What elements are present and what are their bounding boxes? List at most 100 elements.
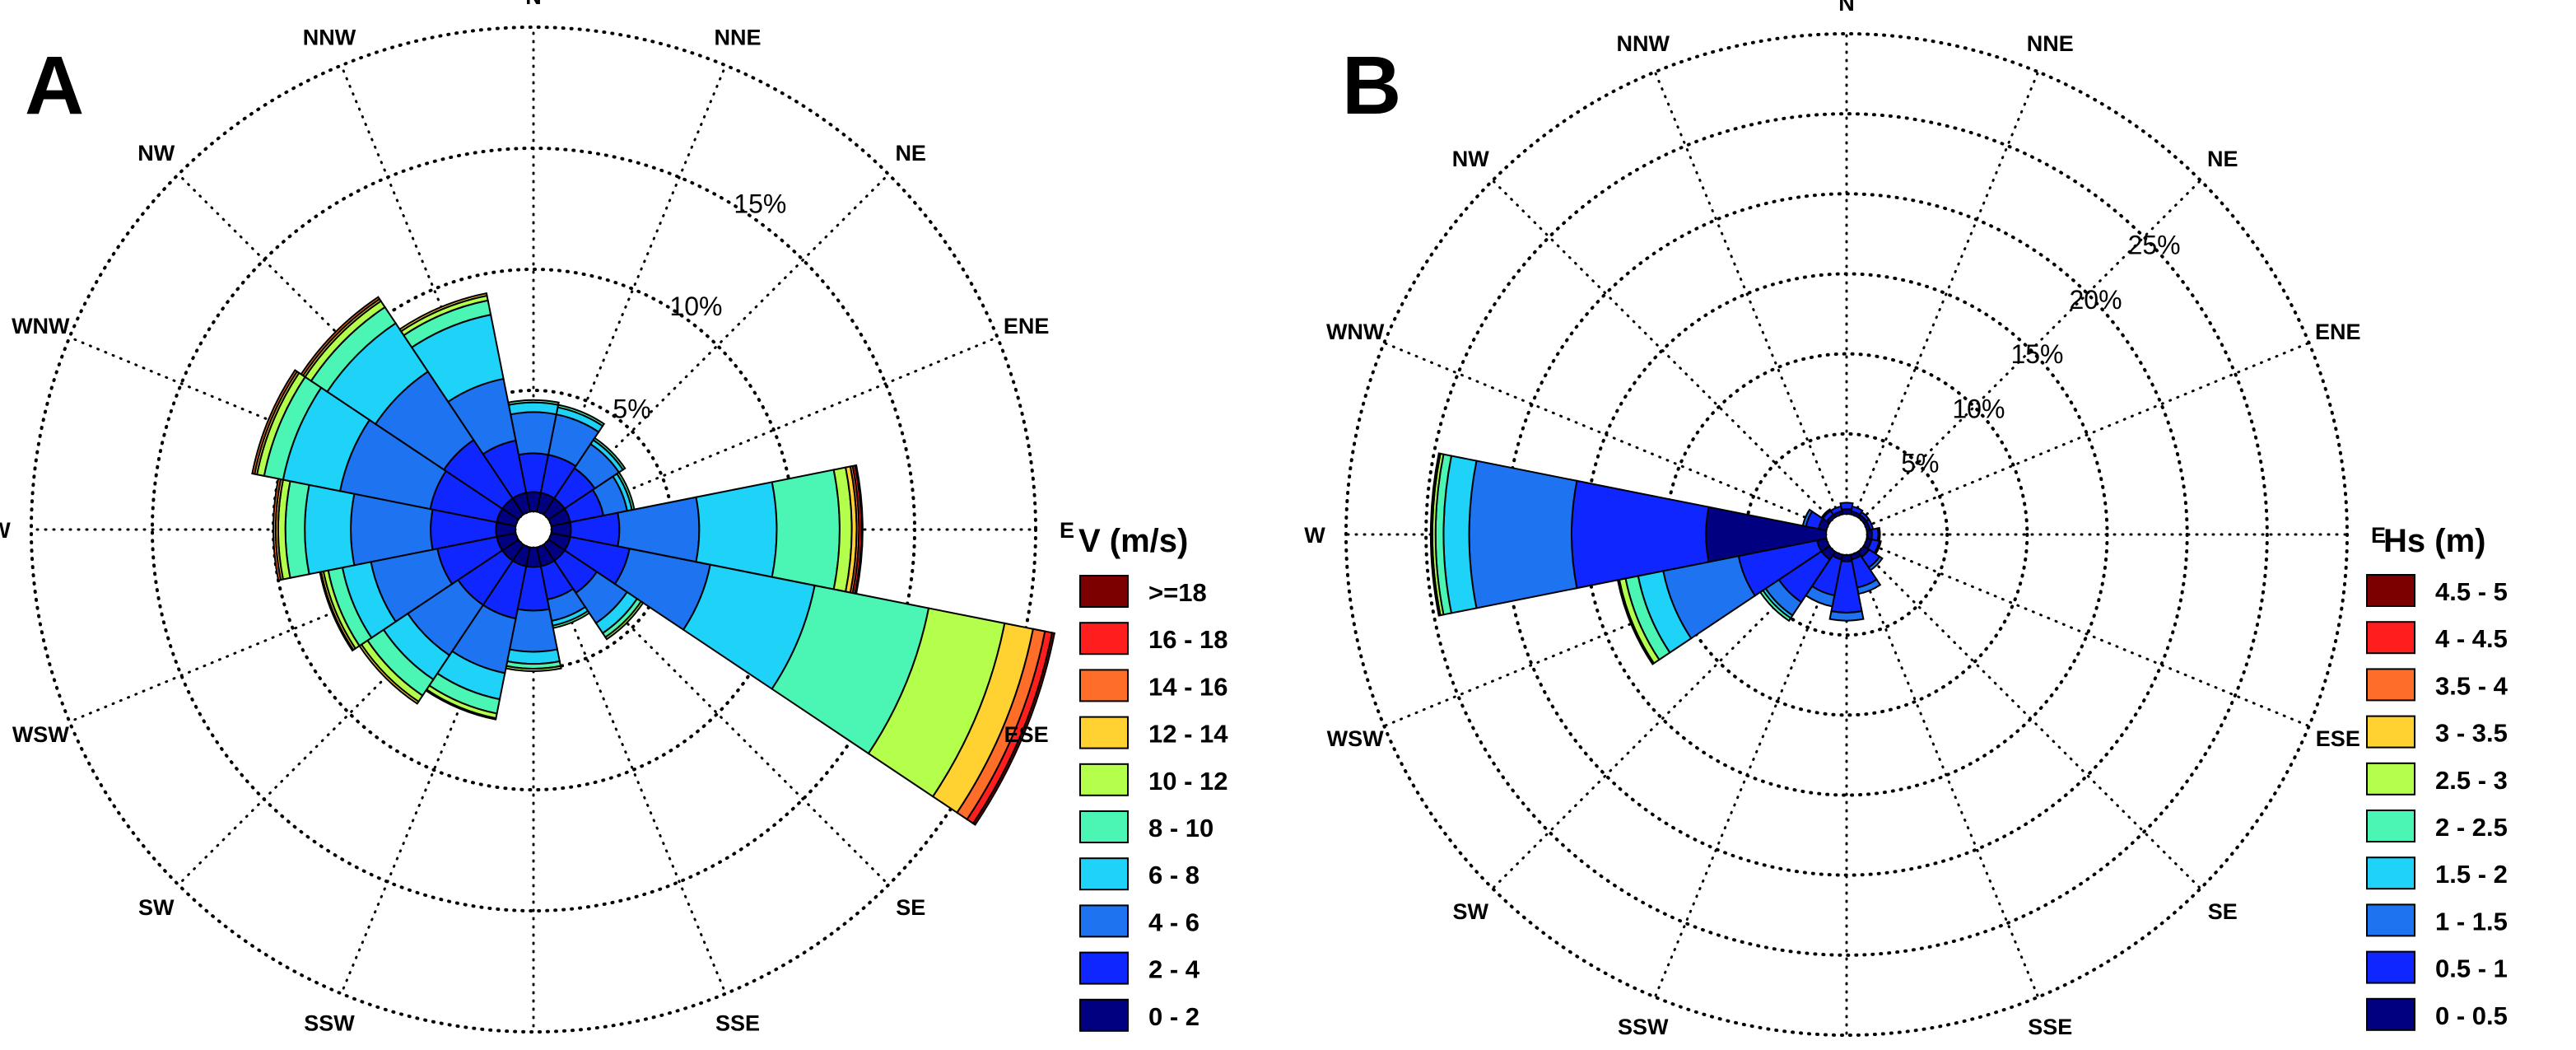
direction-label-ssw: SSW [304, 1011, 355, 1036]
wedge-nnw-bin-1 [1829, 505, 1843, 516]
wedge-wnw-bin-7 [251, 369, 299, 475]
legend-swatch-0 [1079, 998, 1129, 1032]
direction-label-e: E [1060, 518, 1074, 543]
panel-a-direction-labels: NNNENEENEEESESESSESSSWSWWSWWWNWNWNNW [0, 0, 1074, 1036]
grid-spoke-ese [1864, 541, 2311, 728]
legend-label-5: 10 - 12 [1148, 767, 1228, 796]
legend-title-a: V (m/s) [1078, 523, 1188, 559]
ring-label-2: 15% [2010, 339, 2063, 369]
direction-label-sse: SSE [2028, 1015, 2072, 1039]
ring-label-4: 25% [2128, 231, 2181, 260]
legend-swatch-5 [1079, 763, 1129, 796]
ring-label-1: 10% [1952, 394, 2005, 423]
grid-spoke-wsw [1382, 541, 1829, 728]
grid-spoke-nw [177, 173, 522, 518]
grid-spoke-nnw [1653, 70, 1840, 517]
legend-swatch-6 [1079, 716, 1129, 749]
panel-a-grid [30, 26, 1037, 1034]
legend-label-7: 14 - 16 [1148, 672, 1228, 701]
grid-spoke-wsw [68, 534, 519, 723]
direction-label-nw: NW [1452, 147, 1489, 171]
legend-swatch-7 [1079, 669, 1129, 702]
direction-label-sw: SW [138, 895, 175, 920]
ring-label-0: 5% [1901, 449, 1939, 478]
direction-label-se: SE [896, 895, 925, 920]
direction-label-nne: NNE [2027, 31, 2074, 56]
grid-spoke-ene [548, 336, 999, 525]
wedge-w-bin-6 [1430, 452, 1442, 617]
direction-label-ene: ENE [2315, 320, 2361, 344]
direction-label-wnw: WNW [12, 314, 70, 338]
grid-spoke-sw [177, 541, 522, 886]
direction-label-wsw: WSW [1327, 726, 1384, 751]
legend-label-3: 6 - 8 [1148, 861, 1199, 889]
legend-label-0: 0 - 0.5 [2435, 1001, 2508, 1030]
grid-spoke-se [545, 541, 890, 886]
panel-b-ring-labels: 5% 10%15%20%25% [1901, 231, 2180, 478]
wedge-e-bin-3 [695, 481, 778, 578]
legend-label-7: 3.5 - 4 [2435, 671, 2508, 700]
legend-swatch-3 [2366, 856, 2415, 890]
grid-ring-0 [1744, 432, 1949, 637]
grid-spoke-sw [1491, 548, 1833, 890]
grid-spoke-ene [1864, 341, 2311, 528]
grid-spoke-wnw [1382, 341, 1829, 528]
legend-swatch-6 [2366, 715, 2415, 749]
direction-label-ese: ESE [2316, 726, 2360, 751]
ring-label-0: 5% [613, 394, 650, 424]
grid-spoke-sse [1853, 552, 2040, 999]
legend-swatch-1 [2366, 950, 2415, 984]
direction-label-e: E [2371, 523, 2386, 548]
direction-label-n: N [525, 0, 542, 9]
direction-label-ne: NE [895, 141, 926, 166]
legend-swatch-2 [1079, 904, 1129, 938]
wedge-e-bin-4 [771, 469, 841, 590]
ring-label-1: 10% [669, 292, 722, 321]
grid-spoke-ssw [340, 544, 529, 996]
legend-label-9: 4.5 - 5 [2435, 577, 2508, 606]
wedge-ese-bin-9 [971, 632, 1056, 826]
legend-swatch-8 [2366, 621, 2415, 655]
direction-label-nne: NNE [714, 25, 761, 49]
legend-label-9: >=18 [1148, 578, 1207, 607]
direction-label-ne: NE [2207, 147, 2238, 171]
direction-label-wsw: WSW [12, 722, 69, 747]
wedge-nne-bin-4 [557, 404, 606, 427]
wedge-nw-bin-7 [300, 296, 381, 377]
grid-ring-4 [1424, 112, 2269, 957]
legend-swatch-4 [1079, 810, 1129, 843]
panel-b-legend: Hs (m) 4.5 - 5 4 - 4.5 3.5 - 4 3 - 3.5 2.5 -… [2366, 523, 2508, 1031]
legend-swatch-2 [2366, 903, 2415, 937]
legend-label-1: 0.5 - 1 [2435, 954, 2508, 983]
grid-spoke-nne [1853, 70, 2040, 517]
legend-swatch-9 [2366, 574, 2415, 607]
legend-swatch-0 [2366, 997, 2415, 1031]
direction-label-ssw: SSW [1618, 1015, 1669, 1039]
wedge-e-bin-2 [1876, 526, 1881, 543]
legend-label-2: 4 - 6 [1148, 908, 1199, 936]
direction-label-sse: SSE [715, 1011, 760, 1036]
wedge-wnw-bin-2 [1801, 508, 1814, 528]
legend-swatch-3 [1079, 857, 1129, 891]
direction-label-ene: ENE [1004, 314, 1050, 338]
legend-label-6: 3 - 3.5 [2435, 719, 2508, 748]
legend-swatch-4 [2366, 810, 2415, 842]
legend-label-1: 2 - 4 [1148, 955, 1200, 984]
legend-label-4: 8 - 10 [1148, 814, 1213, 842]
grid-spoke-wnw [68, 336, 519, 525]
legend-label-4: 2 - 2.5 [2435, 813, 2508, 842]
direction-label-w: W [0, 518, 11, 543]
wedge-se-bin-5 [603, 600, 645, 641]
panel-a-wind-rose: A 5%10%15% NNNENEENEEESESESSESSSWSWWSWWW… [0, 0, 1228, 1036]
legend-title-b: Hs (m) [2383, 523, 2485, 559]
panel-a-legend: V (m/s) >=18 16 - 18 14 - 16 12 - 14 10 - 12… [1078, 523, 1228, 1032]
grid-outer-ring [1344, 32, 2349, 1037]
grid-spoke-ne [545, 173, 890, 518]
legend-label-0: 0 - 2 [1148, 1002, 1199, 1031]
panel-b-wave-rose: B 5%10%15%20%25% NNNENEENEEESESESSESSSWS… [1304, 0, 2508, 1039]
panel-b-wedges [1430, 452, 1884, 665]
grid-spoke-se [1860, 548, 2202, 890]
direction-label-n: N [1838, 0, 1855, 16]
grid-spoke-ne [1860, 179, 2202, 521]
